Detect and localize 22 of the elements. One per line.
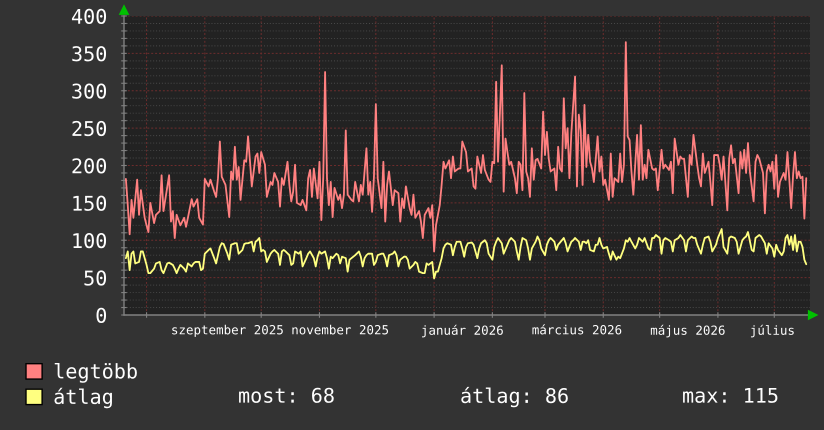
- legend-label: legtöbb: [54, 363, 137, 383]
- y-tick-label: 50: [84, 270, 106, 286]
- y-tick-label: 400: [72, 8, 106, 24]
- x-tick-label: július: [750, 324, 794, 338]
- x-tick-label: május 2026: [650, 324, 725, 338]
- x-tick-label: szeptember 2025: [172, 324, 283, 337]
- x-tick-label: november 2025: [292, 324, 388, 334]
- text: átlag: 86: [461, 386, 568, 408]
- y-tick-label: 150: [73, 196, 106, 211]
- legend-label: átlag: [54, 388, 112, 408]
- y-tick-label: 250: [72, 120, 106, 136]
- y-tick-label: 300: [72, 84, 106, 99]
- line-series: [124, 41, 808, 252]
- y-tick-label: 350: [72, 46, 106, 62]
- line-series: [124, 228, 808, 280]
- text: max: 115: [683, 388, 778, 403]
- y-tick-label: 200: [72, 158, 106, 174]
- y-tick-label: 100: [73, 233, 106, 248]
- x-tick-label: január 2026: [422, 324, 503, 338]
- text: most: 68: [239, 388, 334, 403]
- y-tick-label: 0: [96, 308, 106, 323]
- x-tick-label: március 2026: [532, 324, 622, 334]
